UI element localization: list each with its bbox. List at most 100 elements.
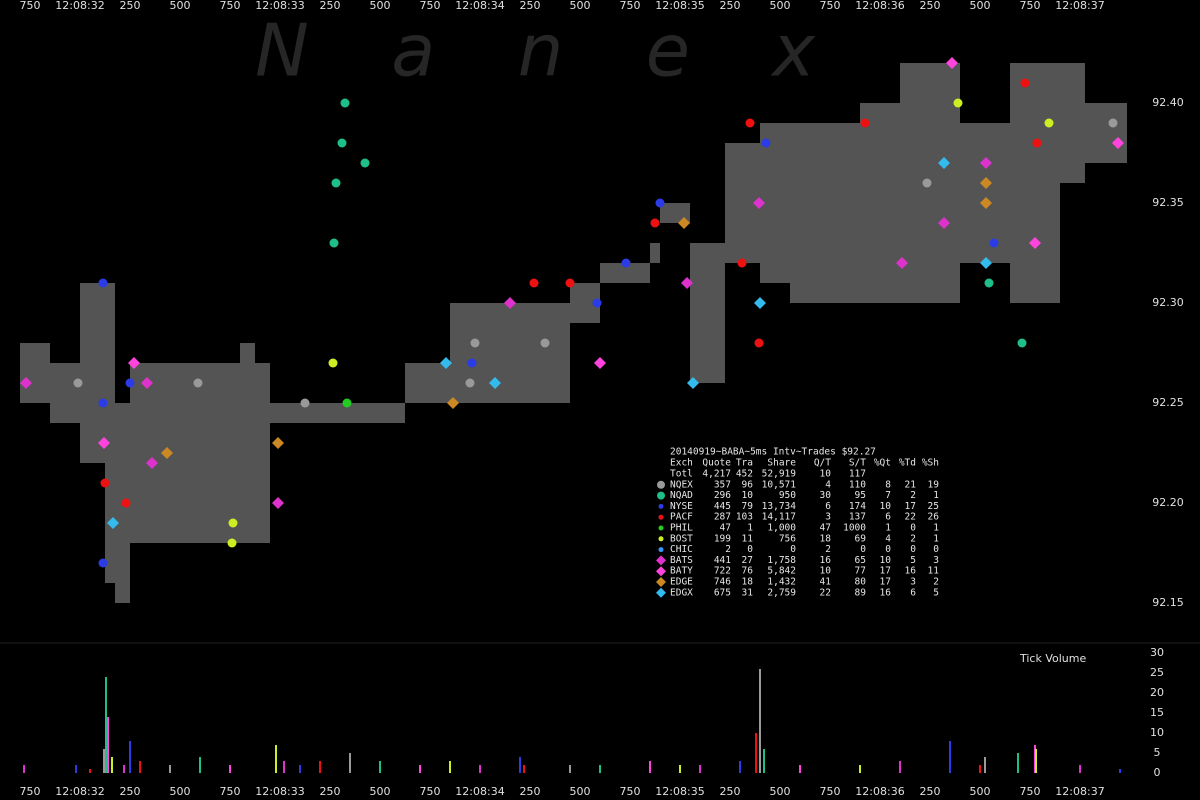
volume-bar <box>111 757 113 773</box>
volume-bar <box>123 765 125 773</box>
x-tick-label: 750 <box>220 785 241 798</box>
volume-bar <box>699 765 701 773</box>
table-cell: 3 <box>910 577 916 588</box>
trade-marker <box>73 378 83 388</box>
volume-bar <box>419 765 421 773</box>
table-cell: 1 <box>747 523 753 534</box>
x-tick-label: 12:08:32 <box>55 0 104 12</box>
table-cell: 8 <box>885 479 891 490</box>
table-cell: BATY <box>670 566 693 577</box>
trade-marker <box>754 297 766 309</box>
table-cell: 31 <box>742 587 754 598</box>
volume-bar <box>1079 765 1081 773</box>
trade-marker <box>272 497 284 509</box>
volume-bar <box>229 765 231 773</box>
x-tick-label: 750 <box>820 0 841 12</box>
trade-marker <box>193 378 203 388</box>
volume-bar <box>599 765 601 773</box>
quote-band <box>450 303 570 403</box>
trade-marker <box>655 198 665 208</box>
x-tick-label: 500 <box>170 785 191 798</box>
quote-band <box>790 123 860 303</box>
table-cell: 296 <box>714 490 731 501</box>
volume-bar <box>107 717 109 773</box>
volume-bar <box>949 741 951 773</box>
quote-band <box>405 363 450 403</box>
volume-bar <box>759 669 761 773</box>
legend-marker <box>658 503 664 509</box>
trade-marker <box>529 278 539 288</box>
trade-marker <box>953 98 963 108</box>
volume-bar <box>299 765 301 773</box>
volume-bar <box>763 749 765 773</box>
trade-marker <box>328 358 338 368</box>
quote-band <box>650 243 660 263</box>
trade-marker <box>896 257 908 269</box>
table-cell: 89 <box>855 587 867 598</box>
trade-marker <box>565 278 575 288</box>
x-tick-label: 250 <box>320 0 341 12</box>
legend-marker <box>658 547 664 553</box>
table-cell: 2,759 <box>767 587 796 598</box>
trade-marker <box>1020 78 1030 88</box>
table-cell: 10 <box>820 566 832 577</box>
volume-bar <box>89 769 91 773</box>
table-cell: 452 <box>736 469 753 480</box>
trade-marker <box>342 398 352 408</box>
trade-marker <box>737 258 747 268</box>
trade-marker <box>761 138 771 148</box>
x-tick-label: 500 <box>570 785 591 798</box>
x-tick-label: 500 <box>770 0 791 12</box>
table-cell: BATS <box>670 555 693 566</box>
volume-bar <box>755 733 757 773</box>
table-cell: 103 <box>736 512 753 523</box>
y-tick-label: 0 <box>1154 766 1161 779</box>
table-cell: 950 <box>779 490 796 501</box>
x-tick-label: 250 <box>920 0 941 12</box>
x-tick-label: 500 <box>970 785 991 798</box>
table-cell: 174 <box>849 501 866 512</box>
volume-bar <box>569 765 571 773</box>
quote-band <box>130 363 240 543</box>
trade-marker <box>100 478 110 488</box>
volume-bar <box>649 761 651 773</box>
quote-band <box>1060 63 1085 183</box>
table-cell: 2 <box>910 533 916 544</box>
quote-band <box>1010 63 1060 303</box>
trade-marker <box>1108 118 1118 128</box>
x-tick-label: 750 <box>420 785 441 798</box>
table-cell: 10 <box>880 555 892 566</box>
table-title: 20140919~BABA~5ms Intv~Trades $92.27 <box>670 447 876 458</box>
x-tick-label: 750 <box>820 785 841 798</box>
table-cell: 10 <box>742 490 754 501</box>
y-tick-label: 92.40 <box>1152 96 1184 109</box>
table-cell: 27 <box>742 555 753 566</box>
trade-marker <box>300 398 310 408</box>
table-cell: 1,000 <box>767 523 796 534</box>
table-cell: Share <box>767 458 796 469</box>
volume-bar <box>139 761 141 773</box>
volume-bar <box>979 765 981 773</box>
table-cell: 199 <box>714 533 731 544</box>
table-cell: 756 <box>779 533 796 544</box>
volume-bar <box>379 761 381 773</box>
table-cell: 95 <box>855 490 866 501</box>
y-tick-label: 92.25 <box>1152 396 1184 409</box>
y-tick-label: 30 <box>1150 646 1164 659</box>
trade-marker <box>360 158 370 168</box>
legend-marker <box>658 536 664 542</box>
volume-bar <box>1017 753 1019 773</box>
volume-bar <box>449 761 451 773</box>
trade-marker <box>687 377 699 389</box>
table-cell: 117 <box>849 469 866 480</box>
trade-marker <box>447 397 459 409</box>
table-cell: 0 <box>910 544 916 555</box>
trade-marker <box>621 258 631 268</box>
table-cell: 4 <box>825 479 831 490</box>
x-tick-label: 500 <box>770 785 791 798</box>
volume-bar <box>984 757 986 773</box>
table-cell: 0 <box>910 523 916 534</box>
volume-bar <box>169 765 171 773</box>
volume-bar <box>679 765 681 773</box>
